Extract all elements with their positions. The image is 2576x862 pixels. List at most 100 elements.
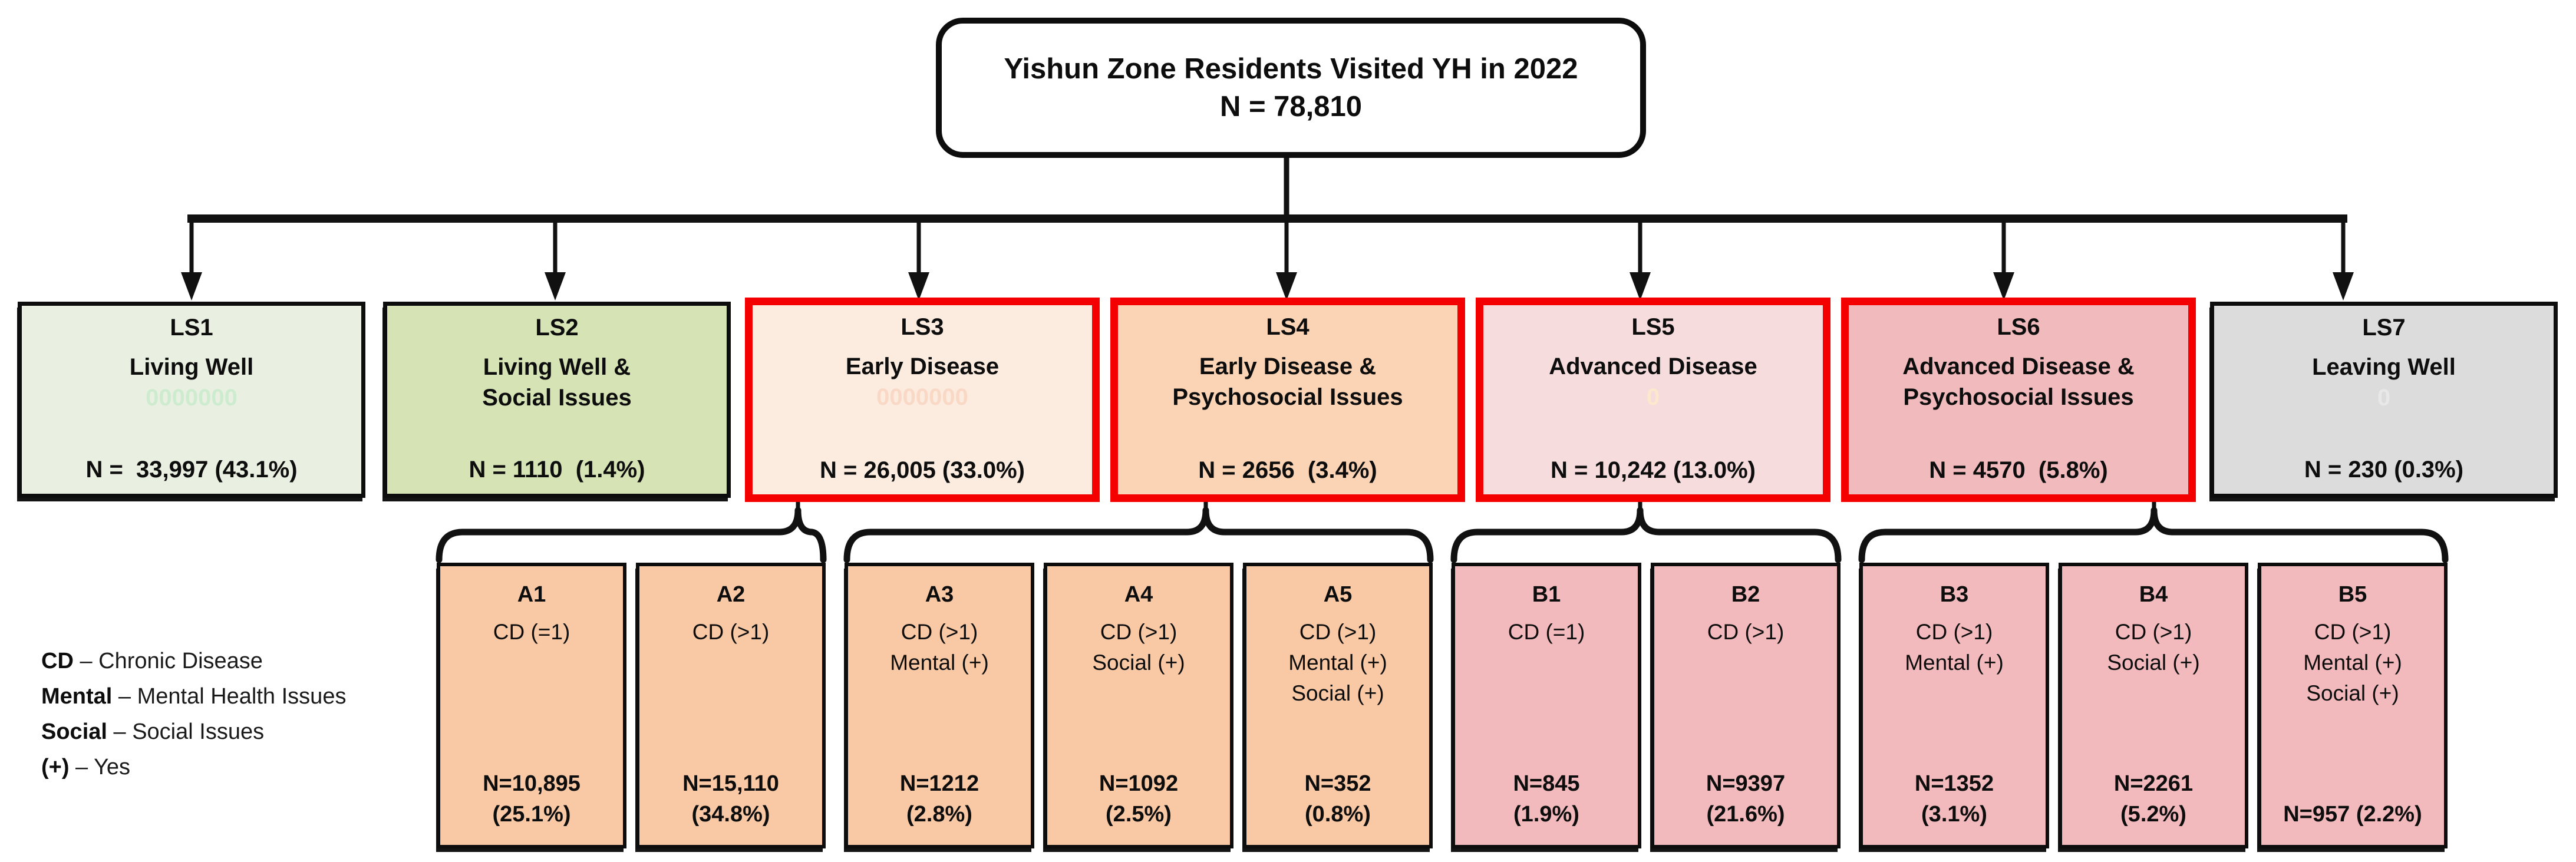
brace-stems [796, 501, 2156, 513]
ls4-count: N = 2656 (3.4%) [1198, 457, 1377, 483]
down-arrows [189, 223, 2346, 276]
ls-box-ls5: LS5 Advanced Disease 0 N = 10,242 (13.0%… [1476, 298, 1830, 502]
ls1-label: LS1 [170, 315, 213, 341]
ls6-label: LS6 [1997, 314, 2040, 340]
ls-box-ls1: LS1 Living Well 0000000 N = 33,997 (43.1… [18, 302, 365, 498]
b5-label: B5 [2338, 582, 2367, 607]
sub-box-b5: B5 CD (>1) Mental (+) Social (+) N=957 (… [2258, 563, 2448, 848]
ls5-ghost-text: 0 [1646, 384, 1660, 410]
brace-ls6-to-b3-b5 [1858, 507, 2449, 563]
a1-label: A1 [517, 582, 546, 607]
a3-criteria: CD (>1) Mental (+) [890, 620, 989, 675]
a4-percent: (2.5%) [1106, 802, 1172, 827]
a2-label: A2 [716, 582, 746, 607]
a2-count: N=15,110 [682, 771, 779, 796]
root-count: N = 78,810 [1219, 91, 1363, 123]
ls3-title: Early Disease [845, 354, 1000, 379]
b1-percent: (1.9%) [1513, 802, 1579, 827]
b4-count: N=2261 [2113, 771, 2194, 796]
arrowhead-icon [1630, 272, 1651, 300]
ls2-count: N = 1110 (1.4%) [469, 457, 645, 483]
legend-line-plus: (+) – Yes [41, 749, 346, 785]
b1-criteria: CD (=1) [1508, 620, 1585, 644]
b3-percent: (3.1%) [1921, 802, 1987, 827]
a3-count: N=1212 [899, 771, 979, 796]
legend-def-cd: – Chronic Disease [73, 649, 263, 673]
ls-box-ls3: LS3 Early Disease 0000000 N = 26,005 (33… [745, 298, 1100, 502]
arrowhead-icon [181, 272, 202, 300]
a5-count: N=352 [1304, 771, 1371, 796]
root-title: Yishun Zone Residents Visited YH in 2022 [1004, 53, 1578, 85]
arrowhead-icon [1993, 272, 2014, 300]
ls3-ghost-text: 0000000 [876, 384, 968, 410]
a1-percent: (25.1%) [492, 802, 571, 827]
ls-box-ls4: LS4 Early Disease & Psychosocial Issues … [1110, 298, 1465, 502]
legend-term-cd: CD [41, 649, 74, 673]
a2-criteria: CD (>1) [692, 620, 770, 644]
b2-count: N=9397 [1706, 771, 1786, 796]
sub-box-a5: A5 CD (>1) Mental (+) Social (+) N=352 (… [1243, 563, 1433, 848]
legend-line-mental: Mental – Mental Health Issues [41, 679, 346, 714]
sub-box-b4: B4 CD (>1) Social (+) N=2261 (5.2%) [2059, 563, 2248, 848]
b5-count: N=957 (2.2%) [2283, 802, 2422, 827]
ls2-title: Living Well & Social Issues [482, 354, 632, 411]
ls1-title: Living Well [129, 354, 254, 380]
ls5-count: N = 10,242 (13.0%) [1551, 457, 1756, 483]
a2-percent: (34.8%) [691, 802, 770, 827]
sub-box-a2: A2 CD (>1) N=15,110 (34.8%) [636, 563, 826, 848]
ls7-title: Leaving Well [2312, 354, 2456, 380]
a5-label: A5 [1323, 582, 1353, 607]
b2-label: B2 [1731, 582, 1760, 607]
legend-line-social: Social – Social Issues [41, 714, 346, 749]
ls4-label: LS4 [1266, 314, 1310, 340]
sub-box-a1: A1 CD (=1) N=10,895 (25.1%) [437, 563, 626, 848]
ls1-count: N = 33,997 (43.1%) [85, 457, 298, 483]
ls7-count: N = 230 (0.3%) [2304, 457, 2464, 483]
arrowheads [181, 272, 2354, 300]
legend-term-social: Social [41, 719, 107, 744]
ls7-label: LS7 [2362, 315, 2406, 341]
ls5-label: LS5 [1631, 314, 1675, 340]
legend-def-mental: – Mental Health Issues [112, 684, 347, 709]
a1-count: N=10,895 [483, 771, 580, 796]
b1-count: N=845 [1513, 771, 1580, 796]
sub-box-a4: A4 CD (>1) Social (+) N=1092 (2.5%) [1044, 563, 1233, 848]
b1-label: B1 [1532, 582, 1561, 607]
a3-label: A3 [925, 582, 954, 607]
root-node: Yishun Zone Residents Visited YH in 2022… [936, 18, 1646, 158]
b4-criteria: CD (>1) Social (+) [2107, 620, 2200, 675]
a5-criteria: CD (>1) Mental (+) Social (+) [1288, 620, 1387, 705]
a1-criteria: CD (=1) [493, 620, 570, 644]
b3-criteria: CD (>1) Mental (+) [1905, 620, 2004, 675]
ls1-ghost-text: 0000000 [146, 385, 238, 411]
ls-box-ls2: LS2 Living Well & Social Issues N = 1110… [383, 302, 731, 498]
ls5-title: Advanced Disease [1549, 354, 1757, 379]
b4-label: B4 [2139, 582, 2168, 607]
a5-percent: (0.8%) [1305, 802, 1371, 827]
b5-criteria: CD (>1) Mental (+) Social (+) [2303, 620, 2402, 705]
arrowhead-icon [2333, 272, 2354, 300]
a4-label: A4 [1124, 582, 1153, 607]
root-connector [187, 154, 2347, 223]
arrowhead-icon [908, 272, 929, 300]
a3-percent: (2.8%) [906, 802, 972, 827]
legend-line-cd: CD – Chronic Disease [41, 643, 346, 679]
b3-label: B3 [1940, 582, 1969, 607]
ls2-label: LS2 [535, 315, 579, 341]
b2-percent: (21.6%) [1706, 802, 1785, 827]
brace-connectors [436, 507, 2449, 563]
arrowhead-icon [1276, 272, 1297, 300]
legend-def-social: – Social Issues [107, 719, 265, 744]
arrowhead-icon [545, 272, 566, 300]
legend-term-plus: (+) [41, 755, 70, 780]
brace-ls4-to-a3-a5 [843, 507, 1434, 563]
sub-box-b3: B3 CD (>1) Mental (+) N=1352 (3.1%) [1859, 563, 2049, 848]
legend-term-mental: Mental [41, 684, 113, 709]
sub-box-b2: B2 CD (>1) N=9397 (21.6%) [1651, 563, 1841, 848]
ls4-title: Early Disease & Psychosocial Issues [1172, 354, 1403, 410]
sub-box-a3: A3 CD (>1) Mental (+) N=1212 (2.8%) [845, 563, 1034, 848]
ls-box-ls6: LS6 Advanced Disease & Psychosocial Issu… [1841, 298, 2196, 502]
legend-def-plus: – Yes [69, 755, 131, 780]
b4-percent: (5.2%) [2120, 802, 2186, 827]
